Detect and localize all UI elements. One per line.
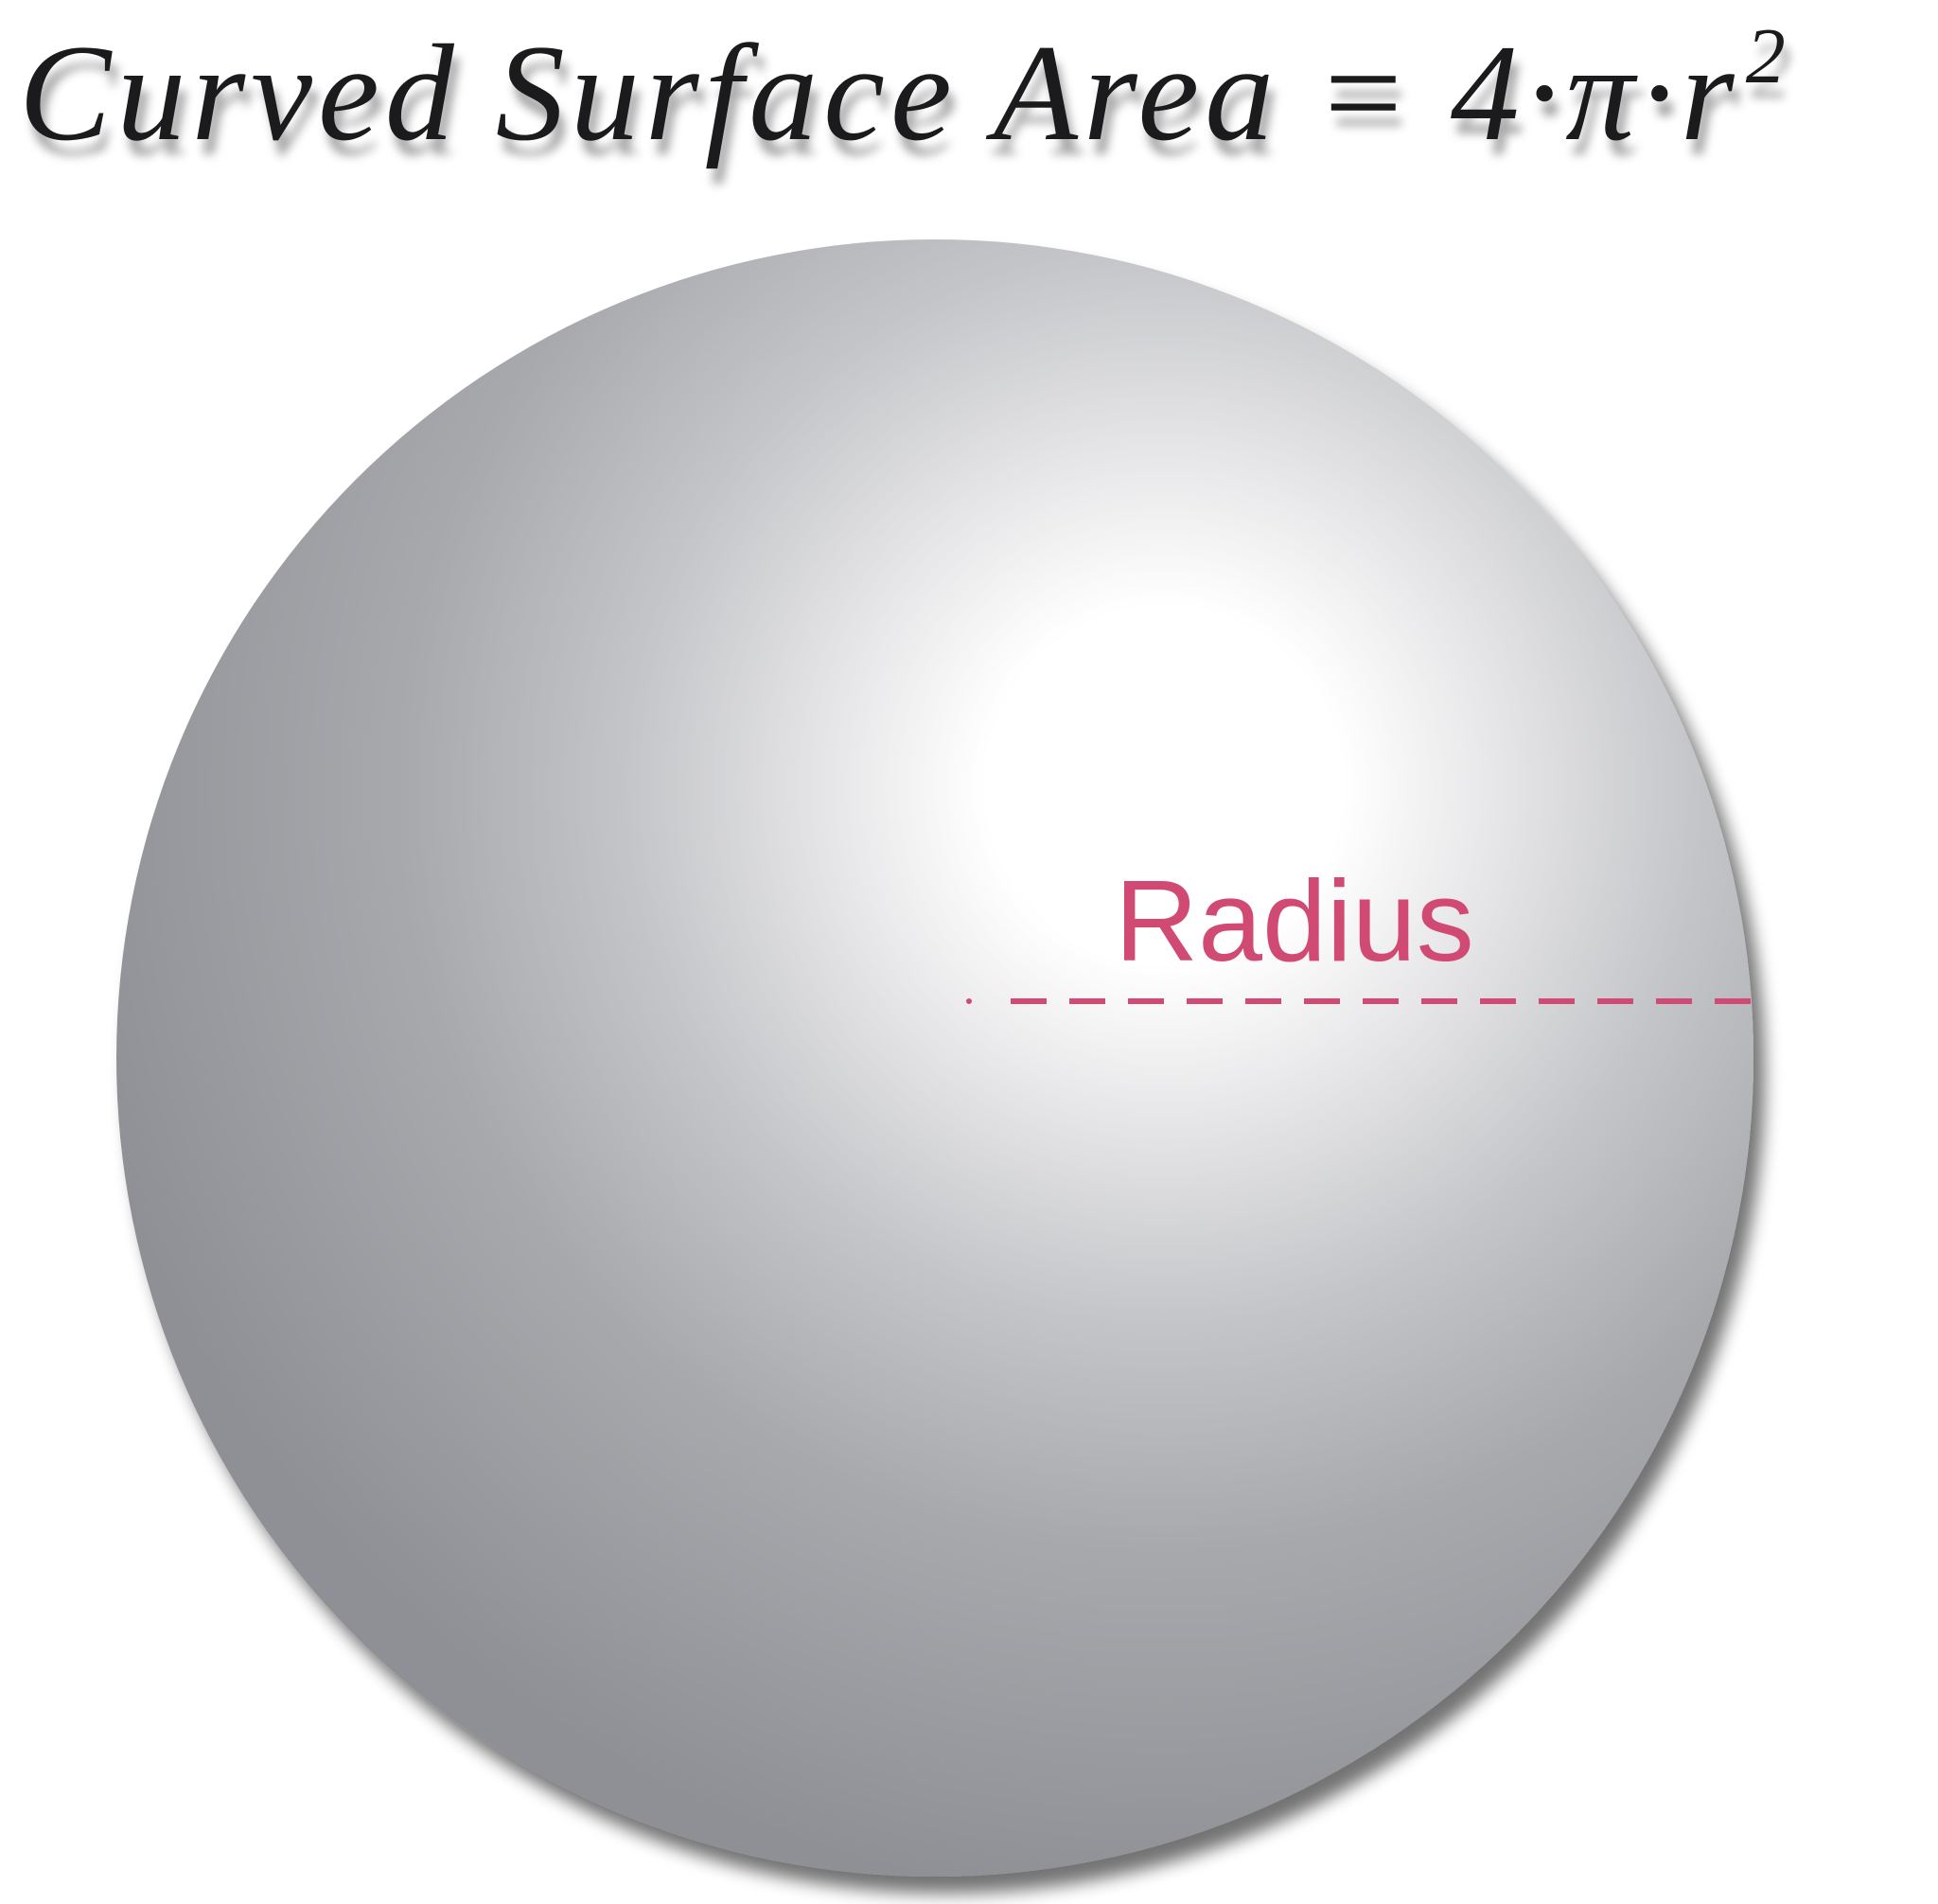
- title-word-surface: Surface: [495, 16, 958, 169]
- sphere: [116, 239, 1753, 1877]
- title-word-curved: Curved: [19, 16, 460, 169]
- title-exponent: 2: [1745, 12, 1791, 100]
- title-equals: =: [1315, 16, 1415, 169]
- center-point: [966, 998, 972, 1004]
- formula-title: Curved Surface Area = 4·π·r2: [19, 12, 1921, 169]
- title-formula: 4·π·r: [1450, 16, 1740, 169]
- radius-label: Radius: [1115, 856, 1474, 985]
- title-word-area: Area: [993, 16, 1280, 169]
